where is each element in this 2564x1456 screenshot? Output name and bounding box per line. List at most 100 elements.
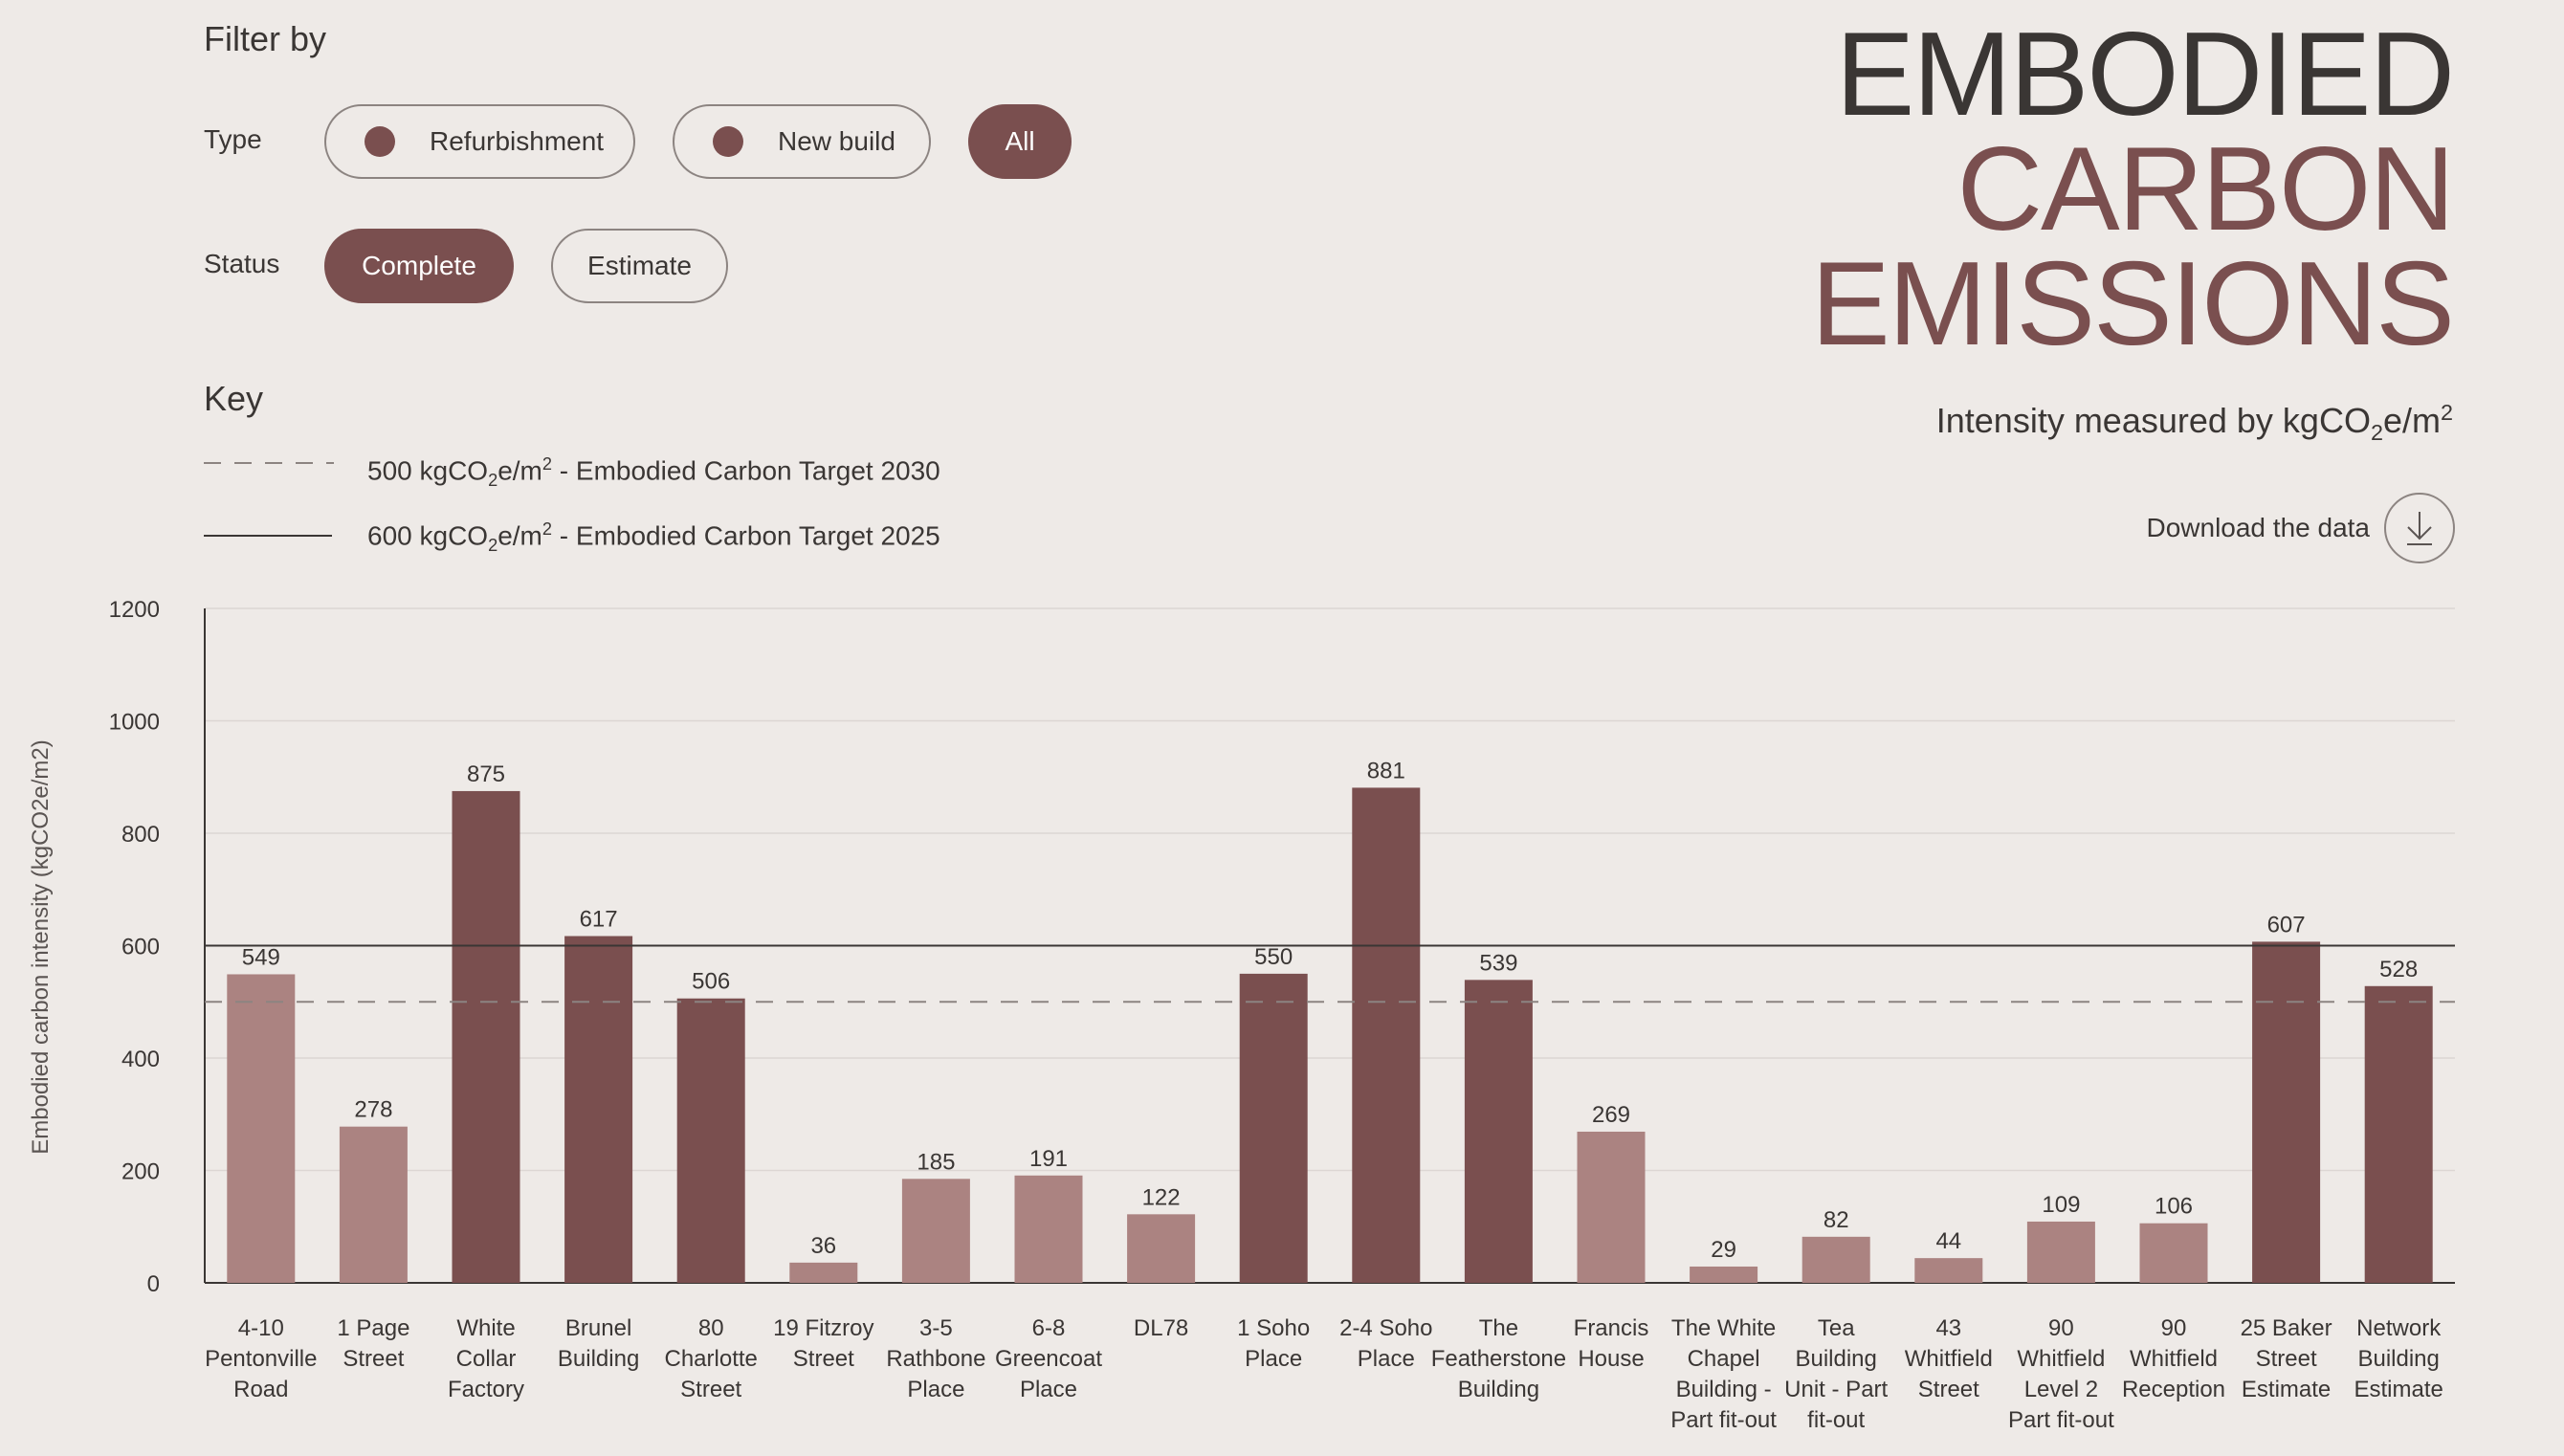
filter-new-build-button[interactable]: New build	[673, 104, 931, 179]
download-icon	[2407, 512, 2432, 545]
page-subtitle: Intensity measured by kgCO2e/m2	[1935, 400, 2453, 446]
bar-8[interactable]	[1014, 1175, 1083, 1283]
bar-19[interactable]	[2252, 941, 2321, 1283]
y-tick-label: 200	[122, 1159, 160, 1185]
bar-value-label: 549	[242, 944, 280, 970]
x-tick-label: Building	[1795, 1346, 1876, 1372]
x-tick-label: 1 Soho	[1237, 1315, 1310, 1341]
status-complete-button[interactable]: Complete	[324, 229, 514, 303]
download-button[interactable]	[2384, 493, 2455, 563]
download-label[interactable]: Download the data	[2146, 513, 2370, 542]
bar-13[interactable]	[1577, 1131, 1646, 1283]
bar-value-label: 278	[354, 1097, 392, 1123]
x-tick-label: Street	[680, 1377, 741, 1402]
filter-refurbishment-button[interactable]: Refurbishment	[324, 104, 635, 179]
filter-all-button[interactable]: All	[968, 104, 1072, 179]
key-item-2030: 500 kgCO2e/m2 - Embodied Carbon Target 2…	[367, 454, 940, 490]
bar-value-label: 539	[1479, 950, 1517, 976]
x-tick-label: Street	[343, 1346, 404, 1372]
x-tick-label: Place	[1020, 1377, 1077, 1402]
x-tick-label: DL78	[1134, 1315, 1188, 1341]
x-tick-label: Collar	[456, 1346, 517, 1372]
y-tick-label: 800	[122, 822, 160, 848]
x-tick-label: Place	[1358, 1346, 1415, 1372]
key-heading: Key	[204, 379, 264, 418]
bar-value-label: 36	[810, 1233, 836, 1259]
bar-value-label: 617	[580, 907, 618, 933]
bar-3[interactable]	[452, 790, 520, 1283]
bar-value-label: 269	[1592, 1102, 1630, 1128]
filter-refurbishment-label: Refurbishment	[430, 126, 605, 156]
x-tick-label: 43	[1935, 1315, 1961, 1341]
bar-16[interactable]	[1914, 1258, 1983, 1283]
x-tick-label: Greencoat	[995, 1346, 1102, 1372]
x-tick-label: Street	[793, 1346, 854, 1372]
bar-20[interactable]	[2364, 985, 2433, 1283]
x-tick-label: Part fit-out	[2008, 1407, 2114, 1433]
y-tick-label: 1200	[109, 597, 160, 623]
bar-14[interactable]	[1690, 1266, 1758, 1283]
bar-value-label: 607	[2267, 912, 2306, 938]
bar-11[interactable]	[1352, 787, 1421, 1283]
bar-value-label: 875	[467, 761, 505, 787]
bar-7[interactable]	[901, 1179, 970, 1283]
x-tick-label: Chapel	[1688, 1346, 1760, 1372]
bar-12[interactable]	[1464, 980, 1533, 1283]
status-complete-label: Complete	[362, 251, 476, 280]
x-tick-label: Level 2	[2024, 1377, 2098, 1402]
bar-value-label: 506	[692, 969, 730, 995]
bar-value-label: 44	[1935, 1228, 1961, 1254]
bar-17[interactable]	[2026, 1221, 2095, 1283]
x-tick-label: 6-8	[1032, 1315, 1066, 1341]
bar-value-label: 109	[2042, 1192, 2080, 1218]
bar-15[interactable]	[1801, 1236, 1870, 1283]
bar-value-label: 191	[1029, 1146, 1068, 1172]
bar-10[interactable]	[1239, 973, 1308, 1283]
bar-9[interactable]	[1127, 1214, 1196, 1283]
x-tick-label: Place	[907, 1377, 964, 1402]
x-tick-label: Place	[1245, 1346, 1302, 1372]
x-tick-label: Whitfield	[2017, 1346, 2105, 1372]
x-tick-label: 90	[2161, 1315, 2187, 1341]
bar-value-label: 122	[1142, 1184, 1181, 1210]
status-estimate-button[interactable]: Estimate	[551, 229, 728, 303]
x-tick-label: The White	[1671, 1315, 1776, 1341]
bar-6[interactable]	[789, 1262, 858, 1283]
x-tick-label: Francis	[1574, 1315, 1649, 1341]
x-tick-label: Building	[558, 1346, 639, 1372]
bar-5[interactable]	[676, 998, 745, 1283]
x-tick-label: 25 Baker	[2241, 1315, 2332, 1341]
x-tick-label: Estimate	[2354, 1377, 2443, 1402]
key-solid-line	[204, 535, 332, 537]
x-tick-label: Brunel	[565, 1315, 631, 1341]
bar-4[interactable]	[564, 936, 633, 1283]
key-item-2025: 600 kgCO2e/m2 - Embodied Carbon Target 2…	[367, 519, 940, 555]
bar-18[interactable]	[2139, 1223, 2208, 1283]
x-tick-label: 3-5	[919, 1315, 953, 1341]
x-tick-label: Charlotte	[665, 1346, 758, 1372]
x-tick-label: 1 Page	[337, 1315, 409, 1341]
x-tick-label: 2-4 Soho	[1339, 1315, 1432, 1341]
refurbishment-dot-icon	[365, 126, 395, 157]
x-tick-label: fit-out	[1807, 1407, 1865, 1433]
x-tick-label: The	[1479, 1315, 1518, 1341]
y-tick-label: 600	[122, 935, 160, 960]
x-tick-label: Whitfield	[2130, 1346, 2218, 1372]
x-tick-label: Rathbone	[886, 1346, 985, 1372]
bar-1[interactable]	[227, 974, 296, 1283]
bar-value-label: 106	[2155, 1194, 2193, 1220]
x-tick-label: 90	[2048, 1315, 2074, 1341]
x-tick-label: Whitfield	[1905, 1346, 1993, 1372]
filter-heading: Filter by	[204, 19, 327, 58]
status-filter-label: Status	[204, 249, 280, 278]
x-tick-label: Factory	[448, 1377, 524, 1402]
x-tick-label: White	[456, 1315, 515, 1341]
x-tick-label: Network	[2356, 1315, 2442, 1341]
x-tick-label: House	[1578, 1346, 1644, 1372]
x-tick-label: Road	[233, 1377, 288, 1402]
filter-new-build-label: New build	[778, 126, 895, 156]
filter-all-label: All	[1005, 126, 1035, 156]
bar-2[interactable]	[339, 1126, 408, 1283]
x-tick-label: Tea	[1818, 1315, 1855, 1341]
